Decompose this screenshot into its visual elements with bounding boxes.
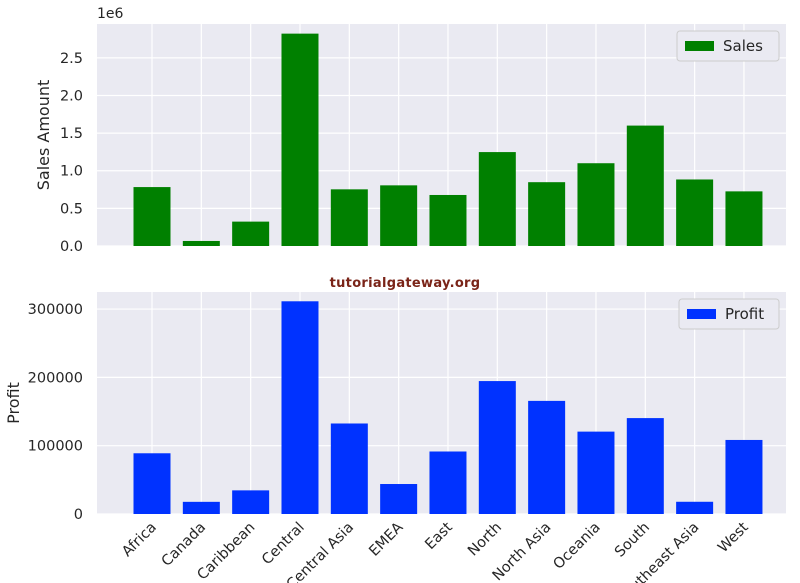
bar-sales-emea bbox=[380, 185, 418, 246]
bar-sales-north-asia bbox=[528, 182, 566, 246]
bar-profit-oceania bbox=[577, 431, 615, 514]
sales-subplot: 0.0 0.5 1.0 1.5 2.0 2.5 Sales Amount 1e6 Sales bbox=[34, 6, 786, 255]
legend-swatch bbox=[687, 309, 716, 319]
y-tick-label: 2.0 bbox=[60, 88, 83, 104]
bar-sales-canada bbox=[182, 240, 220, 246]
y-offset-label: 1e6 bbox=[97, 6, 124, 22]
bar-profit-canada bbox=[182, 501, 220, 514]
y-tick-label: 200000 bbox=[28, 370, 83, 386]
y-tick-label: 1.5 bbox=[60, 126, 83, 142]
bar-profit-west bbox=[725, 439, 763, 514]
profit-subplot: 0 100000 200000 300000 Profit Profit AfricaCan… bbox=[4, 292, 786, 583]
bar-sales-africa bbox=[133, 187, 171, 246]
bar-sales-southeast-asia bbox=[676, 179, 714, 246]
y-tick-label: 0 bbox=[74, 507, 83, 523]
y-tick-label: 1.0 bbox=[60, 164, 83, 180]
bar-sales-north bbox=[478, 152, 516, 246]
y-tick-label: 300000 bbox=[28, 302, 83, 318]
bar-profit-south bbox=[626, 418, 664, 514]
y-axis-label: Sales Amount bbox=[34, 80, 53, 191]
y-axis-label: Profit bbox=[4, 382, 23, 424]
x-tick-label: East bbox=[422, 519, 456, 553]
bar-profit-africa bbox=[133, 453, 171, 514]
legend-swatch bbox=[685, 41, 714, 51]
x-tick-label: Canada bbox=[159, 520, 209, 570]
legend-label: Profit bbox=[725, 305, 764, 323]
x-tick-label: South bbox=[612, 520, 653, 561]
legend: Sales bbox=[676, 30, 780, 62]
bar-sales-caribbean bbox=[232, 221, 270, 246]
bar-sales-west bbox=[725, 191, 763, 246]
y-tick-label: 0.5 bbox=[60, 201, 83, 217]
bar-sales-east bbox=[429, 194, 467, 246]
bar-sales-oceania bbox=[577, 163, 615, 246]
y-tick-label: 100000 bbox=[28, 439, 83, 455]
legend-label: Sales bbox=[723, 37, 763, 55]
y-tick-label: 0.0 bbox=[60, 239, 83, 255]
bar-profit-central bbox=[281, 301, 319, 514]
x-tick-label: North bbox=[465, 520, 505, 560]
watermark-text: tutorialgateway.org bbox=[330, 276, 481, 291]
y-tick-label: 2.5 bbox=[60, 51, 83, 67]
x-tick-label: West bbox=[715, 519, 752, 556]
bar-profit-north-asia bbox=[528, 400, 566, 514]
bar-profit-emea bbox=[380, 484, 418, 514]
x-tick-label: EMEA bbox=[366, 519, 406, 559]
bar-sales-south bbox=[626, 125, 664, 246]
bar-sales-central-asia bbox=[330, 189, 368, 246]
legend-frame bbox=[678, 298, 780, 330]
bar-sales-central bbox=[281, 33, 319, 247]
bar-profit-east bbox=[429, 451, 467, 514]
legend-frame bbox=[676, 30, 780, 62]
bar-profit-central-asia bbox=[330, 423, 368, 514]
x-tick-label: Central bbox=[259, 520, 308, 569]
bar-profit-caribbean bbox=[232, 490, 270, 514]
x-tick-label: Oceania bbox=[551, 520, 604, 573]
legend: Profit bbox=[678, 298, 780, 330]
bar-profit-southeast-asia bbox=[676, 501, 714, 514]
bar-profit-north bbox=[478, 381, 516, 514]
x-tick-label: Africa bbox=[119, 520, 160, 561]
